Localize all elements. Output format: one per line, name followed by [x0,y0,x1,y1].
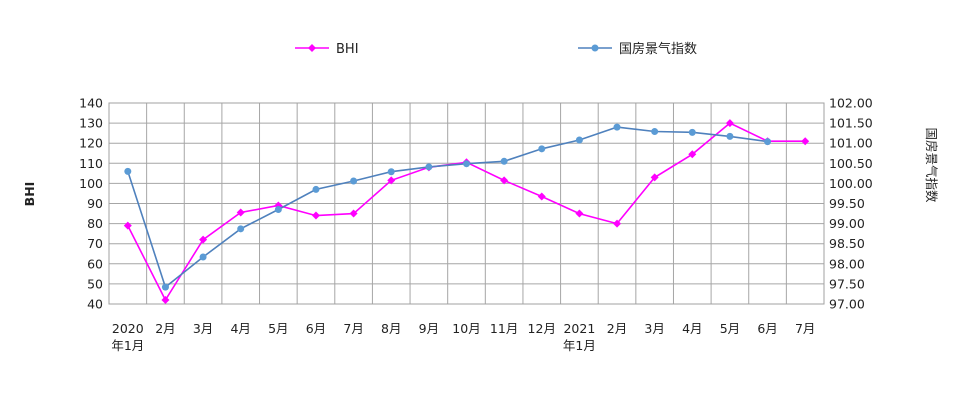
left-tick-label-0: 40 [87,297,103,312]
data-point-bhi-14 [650,173,659,182]
right-tick-label-8: 101.00 [829,136,873,151]
right-axis-ticks: 97.00 97.50 98.00 98.50 99.00 99.50 100.00 100.… [829,96,873,312]
left-tick-label-6: 100 [79,176,103,191]
right-tick-label-9: 101.50 [829,116,873,131]
x-axis-ticks: 2020 年1月 2月 3月 4月 5月 6月 7月 8月 9月 10月 11月 12月 2021 年1月 2… [111,321,815,353]
data-point-bhi-2 [199,235,208,244]
data-point-guofang-8 [425,163,433,171]
data-point-guofang-4 [274,206,282,214]
legend-item-bhi: BHI [295,42,359,57]
x-tick-label-8: 9月 [419,321,439,336]
x-tick-label-2: 3月 [193,321,213,336]
right-tick-label-1: 97.50 [829,276,865,291]
left-tick-label-7: 110 [79,156,103,171]
data-point-bhi-1 [161,295,170,304]
data-point-guofang-11 [538,145,546,153]
data-point-guofang-6 [350,177,358,185]
data-point-guofang-14 [651,128,659,136]
data-point-bhi-5 [311,211,320,220]
data-point-bhi-12 [575,209,584,218]
data-point-guofang-3 [237,225,245,233]
left-tick-label-5: 90 [87,196,103,211]
left-tick-label-4: 80 [87,216,103,231]
left-axis-title: BHI [22,182,37,207]
data-point-guofang-15 [688,128,696,136]
data-point-bhi-7 [387,176,396,185]
left-axis-ticks: 40 50 60 70 80 90 100 110 120 130 140 [79,96,103,312]
data-point-bhi-3 [236,208,245,217]
x-tick-label-14: 3月 [644,321,664,336]
right-tick-label-0: 97.00 [829,297,865,312]
x-tick-label-4: 5月 [268,321,288,336]
data-point-bhi-16 [725,119,734,128]
data-point-guofang-13 [613,123,621,131]
x-tick-label-16: 5月 [720,321,740,336]
data-point-guofang-0 [124,167,132,175]
data-point-bhi-11 [537,192,546,201]
legend-marker-guofang [591,44,599,52]
data-point-guofang-12 [575,136,583,144]
x-tick-label-1: 2月 [155,321,175,336]
x-tick-label-12: 2021 [563,321,595,336]
legend-marker-bhi [308,44,316,52]
plot-area [108,102,825,305]
x-tick-label-12-line2: 年1月 [563,338,596,353]
left-tick-label-9: 130 [79,116,103,131]
left-tick-label-1: 50 [87,276,103,291]
x-tick-label-3: 4月 [230,321,250,336]
x-tick-label-6: 7月 [343,321,363,336]
x-tick-label-13: 2月 [607,321,627,336]
x-tick-label-17: 6月 [757,321,777,336]
x-tick-label-9: 10月 [452,321,480,336]
left-tick-label-3: 70 [87,236,103,251]
data-point-bhi-6 [349,209,358,218]
data-point-bhi-18 [801,137,810,146]
right-axis-title: 国房景气指数 [924,127,939,203]
data-point-guofang-1 [161,283,169,291]
right-tick-label-4: 99.00 [829,216,865,231]
right-tick-label-5: 99.50 [829,196,865,211]
right-tick-label-7: 100.50 [829,156,873,171]
left-tick-label-10: 140 [79,96,103,111]
left-tick-label-2: 60 [87,256,103,271]
data-point-guofang-2 [199,253,207,261]
data-point-guofang-17 [764,138,772,146]
data-point-guofang-5 [312,185,320,193]
data-point-guofang-10 [500,157,508,165]
data-point-guofang-9 [463,160,470,168]
data-point-guofang-16 [726,132,734,140]
right-tick-label-6: 100.00 [829,176,873,191]
data-point-bhi-10 [500,176,509,185]
x-tick-label-11: 12月 [528,321,556,336]
data-point-bhi-0 [123,221,132,230]
series-layer [123,119,810,304]
data-point-guofang-7 [387,168,395,176]
x-tick-label-0: 2020 [112,321,144,336]
legend-label-bhi: BHI [336,42,359,57]
x-tick-label-15: 4月 [682,321,702,336]
series-line-guofang [127,126,768,289]
legend-item-guofang: 国房景气指数 [578,41,697,57]
left-tick-label-8: 120 [79,136,103,151]
right-tick-label-10: 102.00 [829,96,873,111]
series-line-bhi [127,122,806,302]
data-point-bhi-13 [613,219,622,228]
legend-label-guofang: 国房景气指数 [619,41,697,57]
x-tick-label-18: 7月 [795,321,815,336]
x-tick-label-7: 8月 [381,321,401,336]
x-tick-label-10: 11月 [490,321,518,336]
right-tick-label-3: 98.50 [829,236,865,251]
x-tick-label-0-line2: 年1月 [111,338,144,353]
data-point-bhi-15 [688,150,697,159]
legend: BHI 国房景气指数 [295,41,697,57]
right-tick-label-2: 98.00 [829,256,865,271]
x-tick-label-5: 6月 [306,321,326,336]
